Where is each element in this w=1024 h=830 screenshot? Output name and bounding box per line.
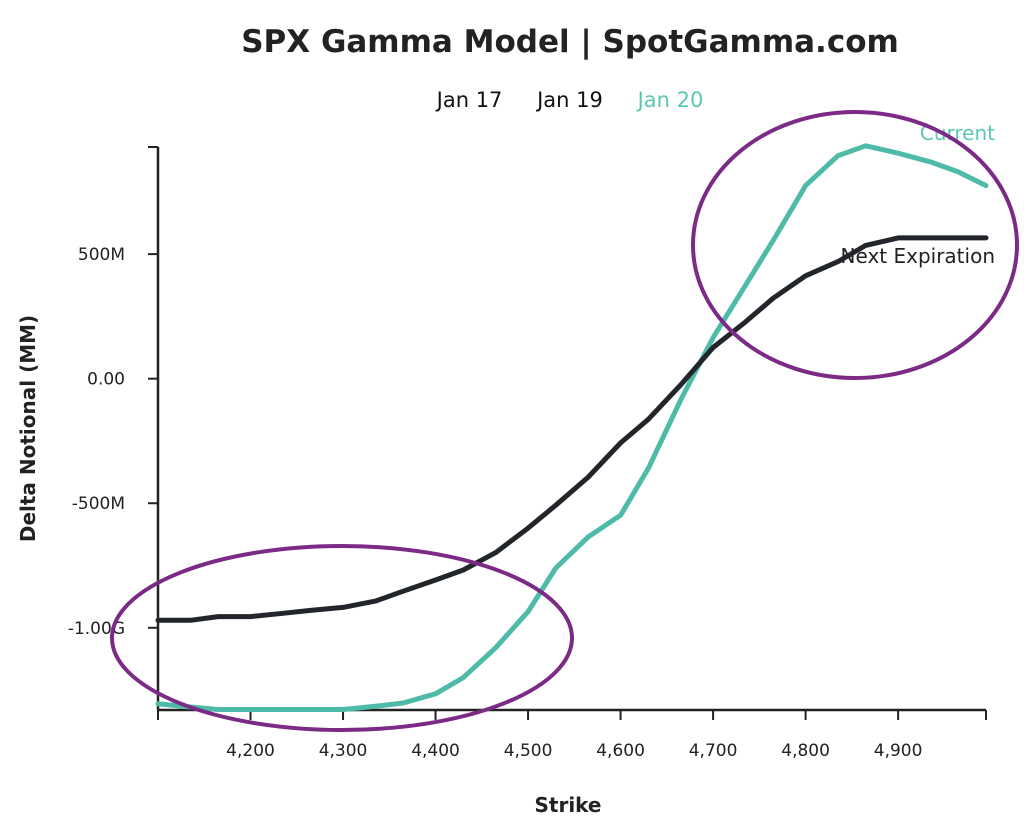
chart-title: SPX Gamma Model | SpotGamma.com bbox=[241, 24, 899, 60]
x-tick-label: 4,700 bbox=[689, 741, 738, 761]
y-tick-label: -500M bbox=[72, 494, 125, 514]
x-tick-label: 4,800 bbox=[781, 741, 830, 761]
series-line-next-expiration[interactable] bbox=[155, 235, 989, 623]
legend-item-jan-20[interactable]: Jan 20 bbox=[637, 88, 704, 112]
legend-item-jan-19[interactable]: Jan 19 bbox=[537, 88, 603, 112]
highlight-ellipses bbox=[110, 110, 1019, 732]
x-tick-label: 4,400 bbox=[411, 741, 460, 761]
x-tick-label: 4,900 bbox=[874, 741, 923, 761]
y-axis-title: Delta Notional (MM) bbox=[16, 315, 40, 542]
lower-left-highlight-ellipse bbox=[110, 544, 574, 732]
x-tick-label: 4,200 bbox=[226, 741, 275, 761]
y-tick-label: 500M bbox=[78, 245, 125, 265]
next-expiration-series-label: Next Expiration bbox=[841, 244, 995, 268]
legend-item-jan-17[interactable]: Jan 17 bbox=[436, 88, 503, 112]
series-lines bbox=[155, 143, 989, 712]
x-tick-label: 4,300 bbox=[319, 741, 368, 761]
chart-legend: Jan 17 Jan 19 Jan 20 bbox=[0, 88, 1024, 112]
series-line-current[interactable] bbox=[155, 143, 989, 712]
x-axis-title: Strike bbox=[534, 793, 601, 817]
upper-right-highlight-ellipse bbox=[691, 110, 1019, 380]
x-tick-label: 4,500 bbox=[504, 741, 553, 761]
y-tick-label: 0.00 bbox=[87, 370, 125, 390]
x-tick-label: 4,600 bbox=[596, 741, 645, 761]
